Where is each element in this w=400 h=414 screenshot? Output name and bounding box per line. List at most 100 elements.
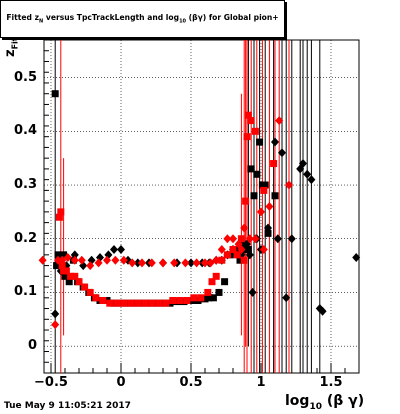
data-point	[240, 223, 249, 233]
data-point	[63, 253, 72, 263]
x-tick-label: 0.5	[179, 375, 203, 390]
data-point	[77, 255, 86, 265]
data-point	[57, 208, 65, 216]
data-point	[212, 255, 221, 265]
data-point	[103, 255, 111, 265]
y-tick-label: 0	[27, 338, 37, 354]
data-point	[318, 306, 327, 316]
data-point	[251, 234, 260, 244]
data-point	[99, 296, 107, 304]
data-point	[54, 255, 62, 265]
data-point	[257, 207, 265, 217]
data-point	[237, 244, 246, 254]
data-point	[215, 288, 223, 296]
data-point	[190, 294, 198, 302]
y-tick-label: 0.3	[13, 177, 37, 193]
data-point	[197, 294, 205, 302]
data-point	[62, 267, 70, 275]
y-axis-label: zFit	[3, 37, 20, 57]
data-point	[282, 293, 291, 303]
data-point	[75, 278, 83, 286]
data-point	[51, 320, 60, 330]
data-point	[94, 258, 103, 268]
data-point	[270, 160, 278, 168]
data-point	[201, 295, 209, 303]
data-point	[127, 299, 135, 307]
title-box: Fitted zN versus TpcTrackLength and log1…	[0, 0, 285, 38]
data-point	[221, 278, 229, 286]
data-point	[201, 258, 209, 268]
data-point	[253, 170, 261, 178]
data-point	[60, 251, 68, 259]
data-point	[240, 256, 248, 264]
x-tick-label: −0.5	[34, 375, 68, 390]
axis-ticks	[44, 39, 360, 374]
data-point	[278, 148, 286, 158]
data-point	[244, 111, 252, 119]
data-point	[223, 251, 231, 259]
data-point	[271, 192, 279, 200]
data-point	[251, 127, 259, 135]
data-point	[299, 159, 307, 169]
data-point	[159, 258, 167, 268]
data-point	[187, 258, 195, 268]
data-point	[237, 235, 245, 243]
data-point	[58, 262, 66, 270]
data-point	[106, 299, 114, 307]
data-point	[134, 299, 142, 307]
x-tick-label: 1.5	[319, 375, 343, 390]
timestamp-label: Tue May 9 11:05:21 2017	[4, 401, 131, 411]
data-point	[217, 244, 226, 254]
data-point	[70, 250, 79, 260]
y-tick-label: 0.1	[13, 284, 37, 300]
data-point	[287, 234, 296, 244]
data-point	[248, 287, 257, 297]
data-point	[54, 251, 62, 259]
data-point	[181, 258, 190, 268]
data-point	[38, 255, 47, 265]
data-point	[138, 258, 146, 268]
chart-title: Fitted zN versus TpcTrackLength and log1…	[6, 13, 279, 25]
data-point	[247, 165, 255, 173]
y-tick-label: 0.4	[13, 123, 37, 139]
data-point	[242, 197, 250, 205]
data-point	[275, 116, 284, 126]
data-point	[244, 245, 252, 253]
data-point	[148, 299, 156, 307]
data-point	[273, 234, 282, 244]
data-point	[128, 258, 137, 268]
data-point	[81, 283, 89, 291]
data-point	[155, 299, 163, 307]
data-point	[285, 180, 293, 190]
data-point	[117, 244, 125, 254]
data-point	[65, 278, 73, 286]
data-point	[229, 234, 237, 244]
data-point	[271, 137, 279, 147]
data-point	[113, 299, 121, 307]
data-point	[218, 256, 226, 264]
data-point	[110, 244, 118, 254]
plot-frame	[43, 39, 360, 374]
data-point	[243, 133, 251, 141]
data-point	[223, 234, 232, 244]
data-point	[147, 258, 156, 268]
data-point	[169, 296, 177, 304]
y-tick-label: 0.2	[13, 230, 37, 246]
data-point	[141, 299, 149, 307]
data-point	[119, 255, 128, 265]
data-point	[176, 296, 184, 304]
data-point	[260, 186, 268, 194]
y-tick-label: 0.5	[13, 69, 37, 85]
error-bars	[54, 40, 321, 373]
data-point	[233, 251, 241, 259]
data-point	[261, 181, 269, 189]
data-point	[70, 255, 79, 265]
data-point	[265, 202, 274, 211]
data-point	[245, 234, 254, 244]
data-point	[170, 258, 179, 268]
data-point	[183, 296, 191, 304]
data-point	[205, 294, 213, 302]
data-point	[208, 278, 216, 286]
data-point	[229, 245, 237, 253]
